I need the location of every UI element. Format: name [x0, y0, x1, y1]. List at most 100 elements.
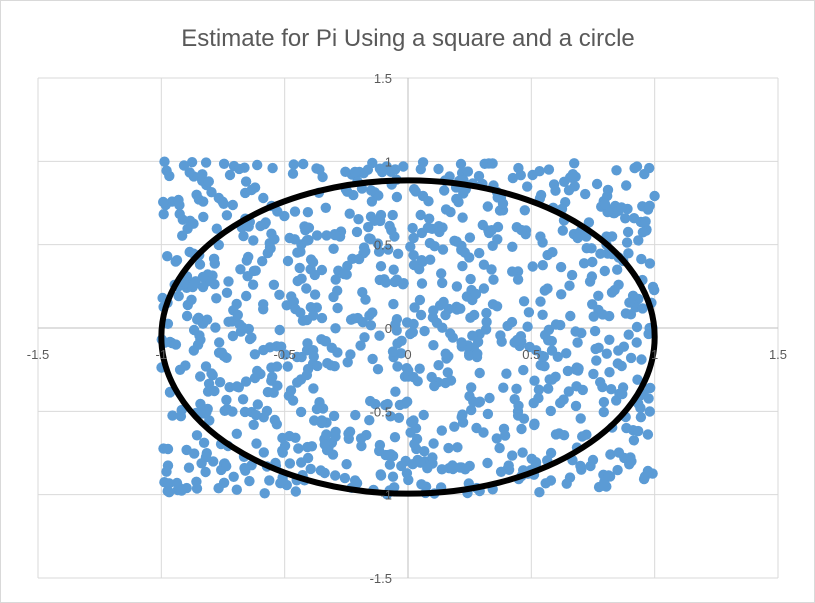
data-point	[640, 216, 651, 227]
data-point	[426, 371, 437, 383]
data-point	[343, 428, 354, 439]
data-point	[365, 395, 376, 407]
data-point	[406, 416, 417, 428]
data-point	[203, 378, 215, 389]
data-point	[587, 299, 598, 310]
data-point	[330, 323, 341, 334]
data-point	[628, 213, 640, 224]
data-point	[434, 226, 445, 238]
data-point	[616, 202, 627, 213]
data-point	[209, 258, 220, 269]
data-point	[200, 157, 212, 168]
data-point	[330, 426, 341, 437]
data-point	[464, 252, 475, 263]
data-point	[209, 385, 220, 397]
data-point	[518, 413, 530, 424]
data-point	[240, 176, 252, 187]
data-point	[374, 445, 385, 457]
data-point	[366, 196, 378, 207]
data-point	[509, 394, 520, 405]
data-point	[547, 247, 558, 258]
data-point	[419, 446, 430, 457]
data-point	[241, 255, 252, 266]
data-point	[383, 244, 394, 255]
data-point	[315, 465, 326, 476]
data-point	[338, 268, 350, 280]
data-point	[631, 161, 643, 172]
data-point	[244, 475, 255, 487]
data-point	[407, 327, 418, 338]
data-point	[231, 484, 242, 495]
data-point	[174, 364, 186, 375]
data-point	[167, 410, 178, 421]
data-point	[389, 432, 401, 443]
data-point	[389, 276, 400, 288]
data-point	[616, 360, 627, 372]
x-tick-label: 0	[404, 347, 411, 362]
data-point	[611, 165, 622, 176]
data-point	[268, 279, 280, 290]
data-point	[282, 255, 294, 267]
data-point	[526, 453, 537, 464]
data-point	[572, 337, 583, 348]
data-point	[301, 235, 313, 246]
data-point	[452, 442, 463, 453]
y-tick-label: 0	[385, 321, 392, 336]
data-point	[455, 303, 466, 314]
data-point	[195, 398, 206, 410]
data-point	[440, 377, 451, 389]
data-point	[342, 357, 353, 368]
data-point	[218, 198, 229, 209]
data-point	[415, 209, 426, 221]
data-point	[440, 204, 452, 215]
data-point	[438, 296, 449, 308]
data-point	[499, 430, 511, 441]
data-point	[487, 158, 498, 169]
data-point	[384, 459, 396, 470]
data-point	[457, 409, 468, 420]
data-point	[535, 296, 546, 307]
data-point	[621, 237, 633, 248]
data-point	[391, 191, 403, 203]
data-point	[456, 337, 467, 348]
data-points	[156, 156, 660, 500]
data-point	[457, 260, 468, 272]
data-point	[495, 330, 506, 341]
data-point	[258, 344, 269, 356]
data-point	[486, 225, 497, 236]
data-point	[271, 361, 283, 372]
data-point	[311, 403, 323, 415]
data-point	[631, 321, 643, 333]
data-point	[436, 425, 447, 436]
data-point	[396, 335, 407, 346]
data-point	[636, 253, 647, 265]
data-point	[211, 223, 222, 234]
data-point	[351, 226, 363, 238]
data-point	[353, 253, 365, 265]
data-point	[621, 180, 632, 191]
data-point	[269, 234, 280, 245]
data-point	[186, 294, 197, 305]
data-point	[644, 406, 655, 417]
data-point	[181, 310, 193, 322]
data-point	[198, 196, 209, 207]
data-point	[416, 278, 428, 289]
data-point	[481, 316, 492, 328]
data-point	[517, 447, 528, 458]
data-point	[330, 470, 341, 481]
data-point	[478, 427, 489, 438]
data-point	[507, 241, 518, 252]
data-point	[433, 360, 444, 371]
data-point	[163, 478, 175, 489]
data-point	[533, 384, 545, 395]
data-point	[232, 309, 243, 321]
data-point	[216, 347, 228, 358]
data-point	[170, 339, 182, 350]
data-point	[308, 351, 319, 362]
data-point	[283, 390, 295, 401]
data-point	[223, 316, 234, 327]
data-point	[355, 433, 367, 444]
data-point	[162, 443, 174, 455]
data-point	[340, 166, 351, 177]
data-point	[519, 205, 530, 216]
